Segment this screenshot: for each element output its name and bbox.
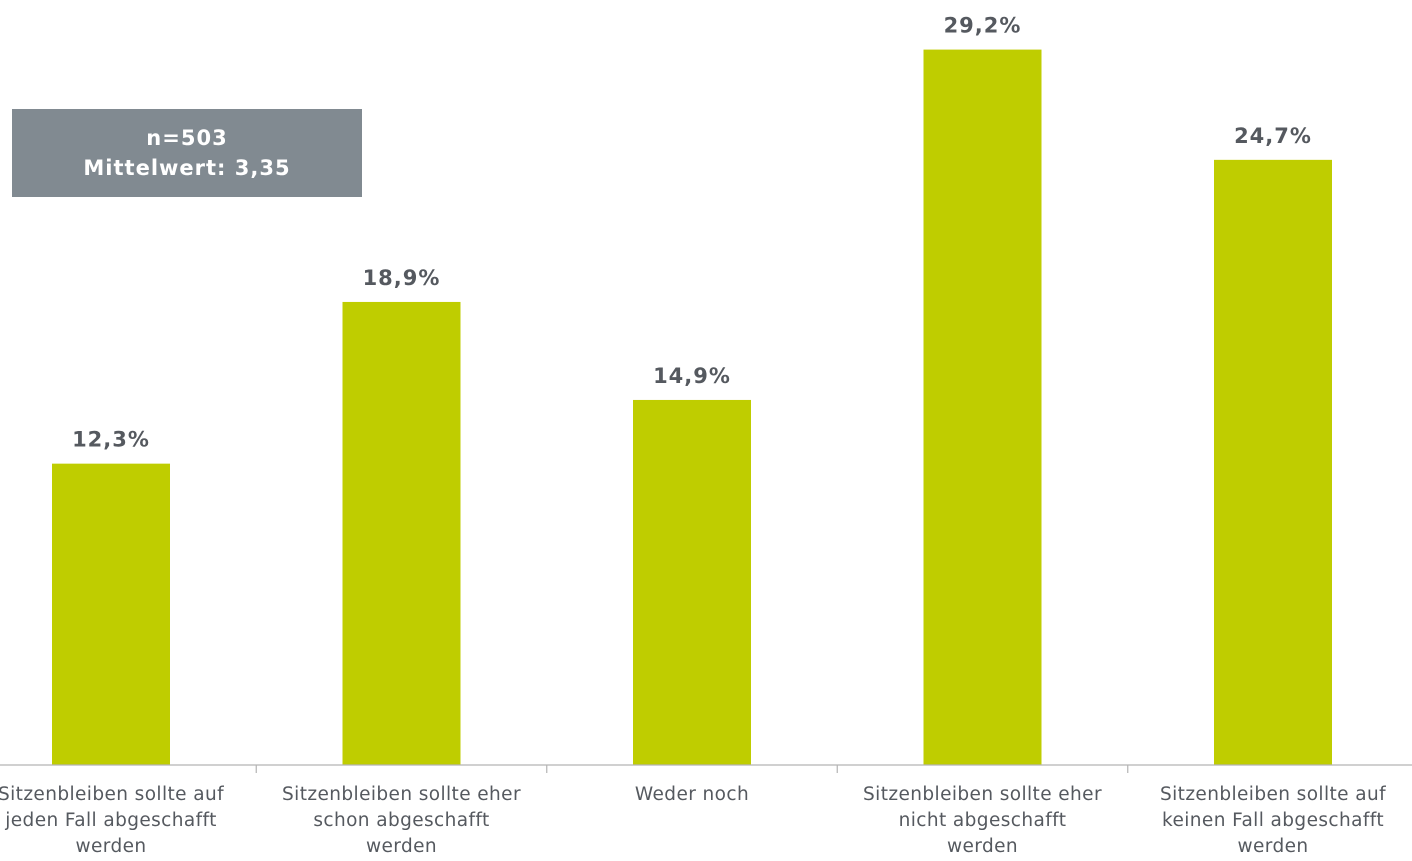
sample-size-label: n=503 [146, 126, 228, 150]
bar-1 [52, 463, 170, 765]
category-label-line: schon abgeschafft [313, 810, 489, 831]
category-label-line: jeden Fall abgeschafft [4, 810, 217, 831]
value-label-2: 18,9% [363, 266, 441, 290]
category-label-2: Sitzenbleiben sollte eher schon abgeschaf… [282, 784, 521, 857]
category-label-4: Sitzenbleiben sollte eher nicht abgeschaf… [863, 784, 1102, 857]
category-label-5: Sitzenbleiben sollte auf keinen Fall abge… [1160, 784, 1386, 857]
bars [52, 49, 1332, 766]
category-label-line: werden [75, 836, 146, 857]
bar-5 [1214, 159, 1332, 766]
mean-value-label: Mittelwert: 3,35 [83, 156, 291, 180]
category-label-line: nicht abgeschafft [899, 810, 1067, 831]
category-label-line: werden [1237, 836, 1308, 857]
category-label-line: Sitzenbleiben sollte auf [0, 784, 224, 805]
value-label-1: 12,3% [72, 428, 150, 452]
bar-3 [633, 399, 751, 765]
category-label-1: Sitzenbleiben sollte auf jeden Fall abges… [0, 784, 224, 857]
value-label-4: 29,2% [944, 14, 1022, 38]
category-label-line: Sitzenbleiben sollte eher [863, 784, 1102, 805]
bar-2 [342, 301, 461, 765]
value-label-3: 14,9% [653, 364, 731, 388]
bar-4 [923, 49, 1042, 766]
sample-info-box: n=503 Mittelwert: 3,35 [12, 109, 362, 197]
category-label-line: Sitzenbleiben sollte auf [1160, 784, 1386, 805]
category-label-line: werden [947, 836, 1018, 857]
category-label-line: werden [366, 836, 437, 857]
value-labels: 12,3% 18,9% 14,9% 29,2% 24,7% [72, 14, 1312, 452]
category-label-line: keinen Fall abgeschafft [1162, 810, 1384, 831]
category-labels: Sitzenbleiben sollte auf jeden Fall abges… [0, 784, 1386, 857]
category-label-line: Weder noch [635, 784, 749, 805]
category-label-3: Weder noch [635, 784, 749, 805]
value-label-5: 24,7% [1234, 124, 1312, 148]
x-axis [0, 764, 1412, 773]
category-label-line: Sitzenbleiben sollte eher [282, 784, 521, 805]
